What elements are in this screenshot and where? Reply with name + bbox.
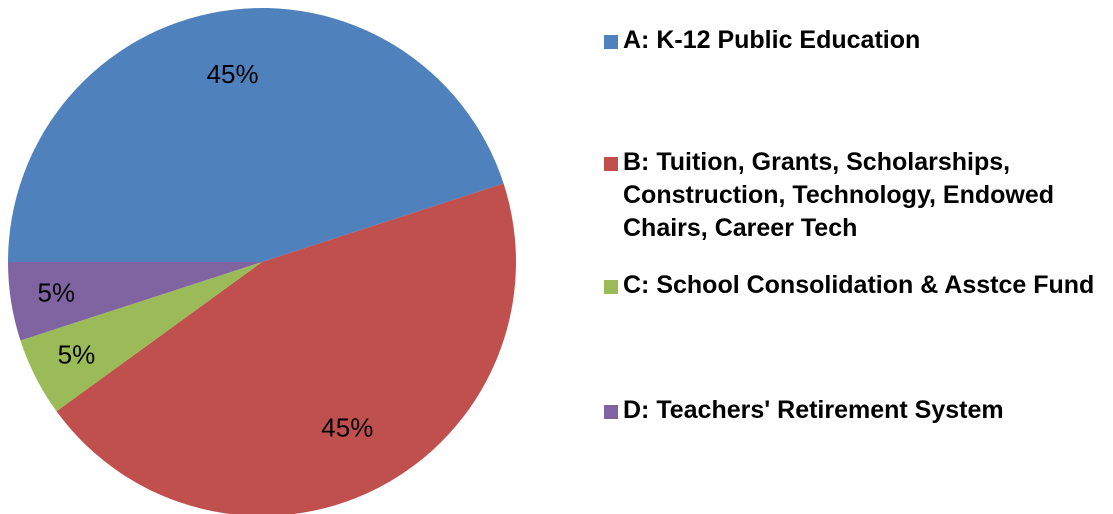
- pie-slice: [20, 262, 263, 412]
- legend-label: A: K-12 Public Education: [623, 26, 921, 54]
- legend-item: B: Tuition, Grants, Scholarships, Constr…: [604, 146, 1111, 245]
- pie-area: 45% 45% 5% 5%: [8, 7, 516, 514]
- legend-label: B: Tuition, Grants, Scholarships, Constr…: [623, 148, 1055, 242]
- legend-swatch: [604, 280, 618, 294]
- legend-swatch: [604, 405, 618, 419]
- legend-label: C: School Consolidation & Asstce Fund: [623, 271, 1095, 299]
- data-label: 45%: [321, 412, 373, 442]
- pie-slice: [8, 7, 504, 262]
- legend-item: D: Teachers' Retirement System: [604, 394, 1111, 427]
- data-label: 45%: [207, 59, 259, 89]
- legend-item: C: School Consolidation & Asstce Fund: [604, 269, 1111, 302]
- data-label: 5%: [37, 277, 75, 307]
- data-label: 5%: [58, 339, 96, 369]
- legend-swatch: [604, 157, 618, 171]
- legend-label: D: Teachers' Retirement System: [623, 396, 1004, 424]
- legend-swatch: [604, 35, 618, 49]
- pie-slice: [56, 183, 516, 514]
- legend-item: A: K-12 Public Education: [604, 24, 1111, 57]
- pie-slice: [8, 262, 262, 341]
